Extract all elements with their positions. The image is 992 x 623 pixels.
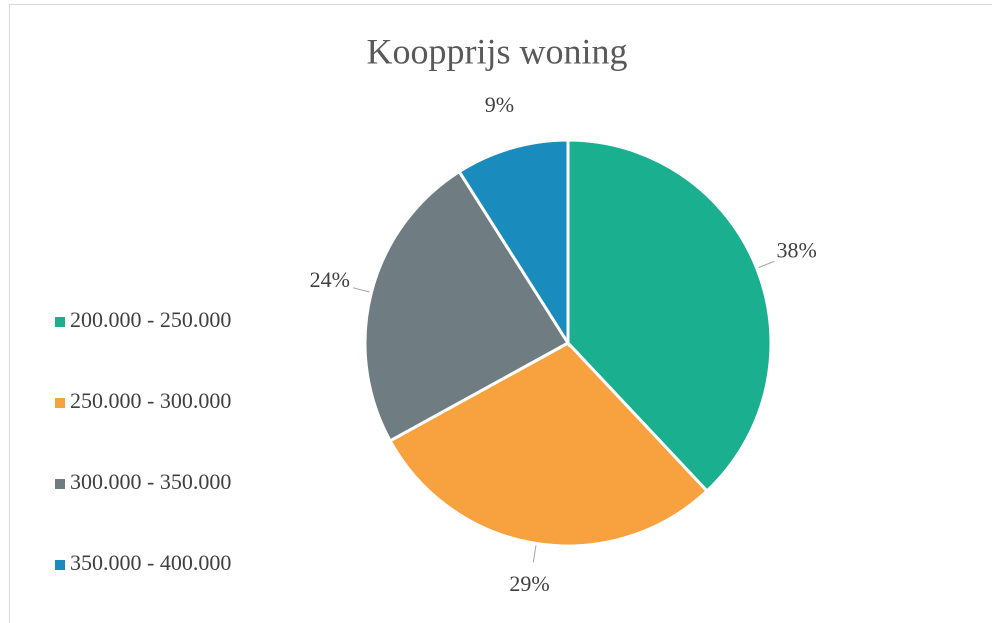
- leader-line: [532, 545, 537, 563]
- pie-slice: [566, 138, 773, 494]
- leader-line: [352, 287, 370, 293]
- chart-title: Koopprijs woning: [367, 31, 628, 71]
- pie-slice: [388, 341, 710, 548]
- legend-swatch: [55, 479, 65, 489]
- data-label: 29%: [509, 571, 549, 596]
- legend-label: 350.000 - 400.000: [70, 550, 231, 575]
- legend-label: 250.000 - 300.000: [70, 388, 231, 413]
- data-label: 24%: [310, 267, 350, 292]
- legend-swatch: [55, 317, 65, 327]
- data-label: 38%: [777, 237, 817, 262]
- legend-label: 300.000 - 350.000: [70, 469, 231, 494]
- legend-label: 200.000 - 250.000: [70, 307, 231, 332]
- legend-swatch: [55, 398, 65, 408]
- legend-swatch: [55, 560, 65, 570]
- data-label: 9%: [485, 92, 514, 117]
- leader-line: [758, 260, 775, 268]
- pie-slice: [457, 138, 570, 349]
- pie-slice: [363, 169, 571, 443]
